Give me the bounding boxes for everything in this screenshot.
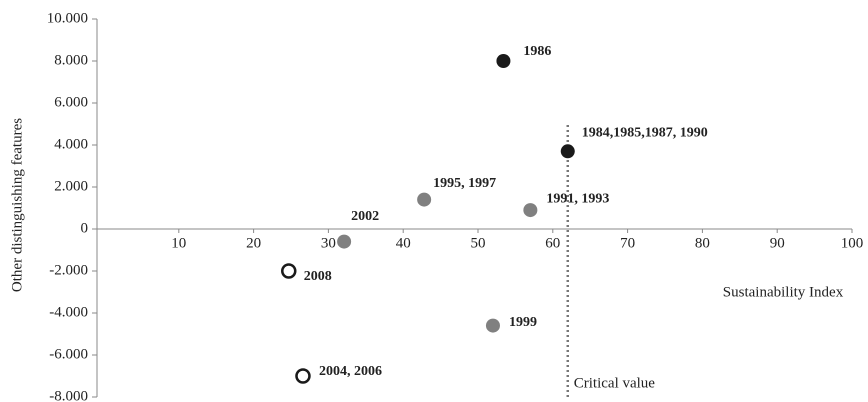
point (485, 318, 500, 333)
x-tick-label: 40 (396, 235, 411, 251)
x-tick-label: 60 (545, 235, 560, 251)
x-tick-label: 90 (770, 235, 785, 251)
point-label: 1995, 1997 (433, 176, 496, 191)
point-label: 2002 (351, 209, 379, 224)
y-axis-label: Other distinguishing features (9, 118, 25, 292)
y-tick-label: 0 (81, 220, 89, 236)
point (523, 203, 538, 218)
x-tick-label: 10 (171, 235, 186, 251)
point (560, 144, 575, 159)
y-tick-label: 4.000 (54, 136, 88, 152)
y-tick-label: -8.000 (49, 388, 88, 402)
y-tick-label: 10.000 (47, 10, 88, 26)
x-tick-label: 20 (246, 235, 261, 251)
point (295, 368, 311, 384)
point (417, 192, 432, 207)
point (496, 54, 511, 68)
point-label: 1984,1985,1987, 1990 (582, 126, 708, 141)
y-tick-label: 8.000 (54, 52, 88, 68)
y-tick-label: 6.000 (54, 94, 88, 110)
x-tick-label: 30 (321, 235, 336, 251)
point (281, 263, 297, 279)
y-tick-label: -6.000 (49, 346, 88, 362)
point-label: 1999 (509, 315, 537, 330)
y-tick-label: -4.000 (49, 304, 88, 320)
point-label: 1991, 1993 (546, 191, 609, 206)
y-tick-label: -2.000 (49, 262, 88, 278)
x-axis-label: Sustainability Index (723, 284, 844, 300)
point (337, 234, 352, 249)
y-tick-label: 2.000 (54, 178, 88, 194)
point-label: 2008 (304, 269, 332, 284)
x-tick-label: 100 (841, 235, 864, 251)
critical-label: Critical value (574, 375, 656, 391)
x-tick-label: 50 (471, 235, 486, 251)
point-label: 2004, 2006 (319, 364, 382, 379)
x-tick-label: 80 (695, 235, 710, 251)
point-label: 1986 (523, 44, 551, 59)
x-tick-label: 70 (620, 235, 635, 251)
